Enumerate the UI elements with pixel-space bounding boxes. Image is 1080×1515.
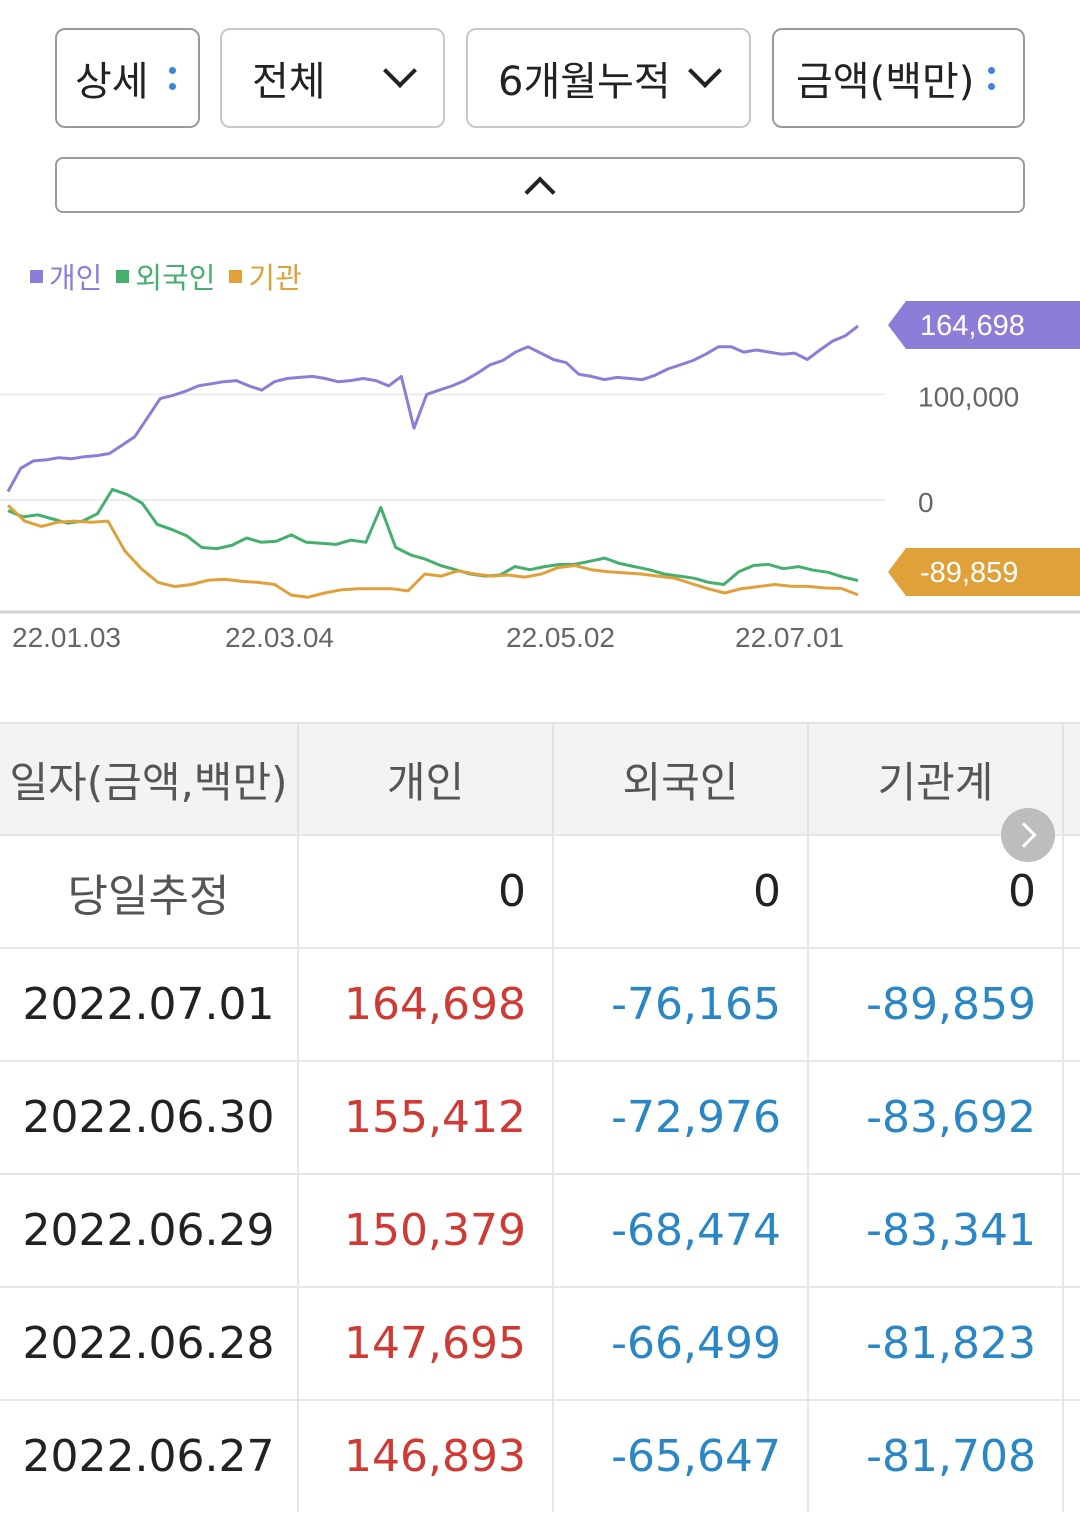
legend-label: 외국인: [135, 261, 216, 295]
individual-last-value-tag: [888, 301, 1080, 349]
row-foreign: -76,165: [554, 949, 809, 1060]
row-institution: -81,708: [809, 1401, 1064, 1512]
investor-table: 일자(금액,백만) 개인 외국인 기관계 당일추정 0 0 0 2022.07.…: [0, 722, 1080, 1512]
today-label: 당일추정: [0, 836, 299, 947]
table-row[interactable]: 2022.06.29 150,379 -68,474 -83,341: [0, 1173, 1080, 1286]
row-date: 2022.06.27: [0, 1401, 299, 1512]
filter-bar: 상세 전체 6개월누적 금액(백만): [0, 0, 1080, 140]
table-row[interactable]: 2022.07.01 164,698 -76,165 -89,859: [0, 947, 1080, 1060]
collapse-toggle-button[interactable]: [55, 157, 1025, 213]
view-select-label: 상세: [75, 59, 149, 105]
header-foreign: 외국인: [554, 724, 809, 834]
row-individual: 146,893: [299, 1401, 554, 1512]
row-foreign: -68,474: [554, 1175, 809, 1286]
header-individual: 개인: [299, 724, 554, 834]
x-tick-label: 22.03.04: [225, 622, 334, 653]
legend-label: 기관: [248, 261, 302, 295]
chevron-down-icon: [382, 54, 417, 88]
legend-swatch: [116, 269, 130, 283]
chevron-right-icon: [1011, 822, 1037, 848]
today-institution: 0: [809, 836, 1064, 947]
view-select[interactable]: 상세: [55, 28, 200, 128]
investor-trend-chart: 100,000 0 22.01.03 22.03.04 22.05.02 22.07.01…: [0, 301, 1080, 653]
legend-item-foreign: 외국인: [116, 255, 215, 297]
institution-last-value-tag-label: -89,859: [920, 557, 1018, 589]
legend-item-individual: 개인: [30, 255, 102, 297]
row-date: 2022.06.28: [0, 1288, 299, 1399]
chart-legend: 개인 외국인 기관: [30, 255, 302, 297]
row-individual: 150,379: [299, 1175, 554, 1286]
row-individual: 155,412: [299, 1062, 554, 1173]
row-date: 2022.07.01: [0, 949, 299, 1060]
row-foreign: -72,976: [554, 1062, 809, 1173]
scope-dropdown-label: 전체: [252, 59, 326, 105]
row-institution: -81,823: [809, 1288, 1064, 1399]
x-tick-label: 22.05.02: [506, 622, 615, 653]
kebab-icon: [168, 66, 176, 90]
series-line-individual: [6, 324, 859, 493]
y-tick-label: 0: [918, 487, 934, 518]
chevron-down-icon: [687, 54, 722, 88]
today-individual: 0: [299, 836, 554, 947]
row-foreign: -66,499: [554, 1288, 809, 1399]
row-date: 2022.06.29: [0, 1175, 299, 1286]
x-tick-label: 22.01.03: [12, 622, 121, 653]
table-row[interactable]: 2022.06.30 155,412 -72,976 -83,692: [0, 1060, 1080, 1173]
row-institution: -89,859: [809, 949, 1064, 1060]
row-foreign: -65,647: [554, 1401, 809, 1512]
legend-swatch: [229, 269, 243, 283]
row-individual: 164,698: [299, 949, 554, 1060]
unit-select-label: 금액(백만): [796, 59, 975, 105]
table-row-today: 당일추정 0 0 0: [0, 834, 1080, 947]
legend-swatch: [30, 269, 43, 283]
individual-last-value-tag-label: 164,698: [920, 310, 1025, 342]
legend-item-institution: 기관: [229, 255, 302, 297]
table-row[interactable]: 2022.06.27 146,893 -65,647 -81,708: [0, 1399, 1080, 1512]
period-dropdown[interactable]: 6개월누적: [466, 28, 751, 128]
table-header: 일자(금액,백만) 개인 외국인 기관계: [0, 722, 1080, 834]
header-date: 일자(금액,백만): [0, 724, 299, 834]
table-row[interactable]: 2022.06.28 147,695 -66,499 -81,823: [0, 1286, 1080, 1399]
series-line-foreign: [7, 487, 859, 586]
scope-dropdown[interactable]: 전체: [220, 28, 445, 128]
x-tick-label: 22.07.01: [735, 622, 844, 653]
header-institution: 기관계: [809, 724, 1064, 834]
row-date: 2022.06.30: [0, 1062, 299, 1173]
scroll-right-button[interactable]: [1001, 808, 1055, 862]
period-dropdown-label: 6개월누적: [498, 59, 671, 105]
today-foreign: 0: [554, 836, 809, 947]
row-institution: -83,341: [809, 1175, 1064, 1286]
kebab-icon: [988, 66, 996, 90]
row-individual: 147,695: [299, 1288, 554, 1399]
unit-select[interactable]: 금액(백만): [772, 28, 1025, 128]
row-institution: -83,692: [809, 1062, 1064, 1173]
chevron-up-icon: [524, 176, 556, 208]
institution-last-value-tag: [888, 548, 1080, 596]
legend-label: 개인: [49, 261, 103, 295]
series-line-institution: [6, 504, 859, 599]
y-tick-label: 100,000: [918, 381, 1019, 412]
